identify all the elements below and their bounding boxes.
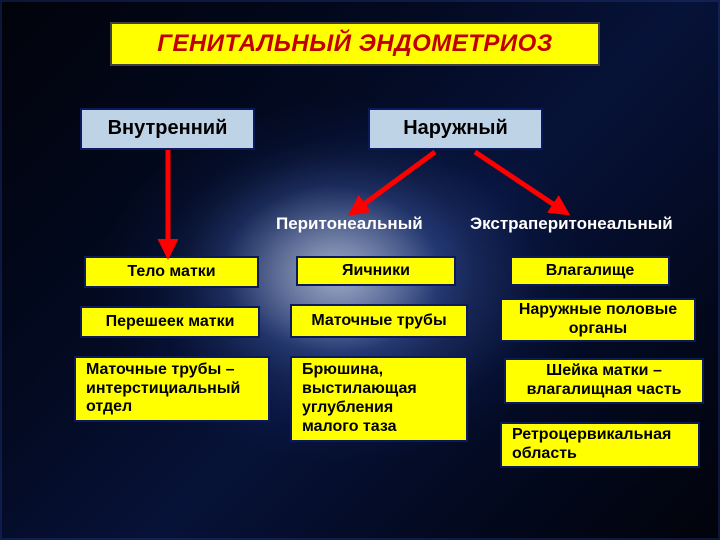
item-label: Шейка матки – влагалищная часть [527, 362, 682, 400]
item-label: Перешеек матки [106, 313, 235, 332]
item-label: Влагалище [546, 262, 635, 281]
item-matochnye-truby: Маточные трубы [290, 304, 468, 338]
item-label: Наружные половые органы [519, 301, 677, 339]
item-naruzhnye-polovye: Наружные половые органы [500, 298, 696, 342]
category-external-label: Наружный [403, 117, 508, 141]
item-label: Маточные трубы – интерстициальный отдел [86, 361, 240, 418]
item-label: Тело матки [127, 263, 215, 282]
item-retrotservikalnaya: Ретроцервикальная область [500, 422, 700, 468]
item-truby-interstitsialny: Маточные трубы – интерстициальный отдел [74, 356, 270, 422]
subheader-peritoneal: Перитонеальный [276, 214, 423, 234]
category-external: Наружный [368, 108, 543, 150]
item-sheika-matki: Шейка матки – влагалищная часть [504, 358, 704, 404]
item-label: Брюшина, выстилающая углубления малого т… [302, 361, 417, 437]
item-vlagalishche: Влагалище [510, 256, 670, 286]
item-bryushina: Брюшина, выстилающая углубления малого т… [290, 356, 468, 442]
item-label: Ретроцервикальная область [512, 426, 671, 464]
diagram-stage: ГЕНИТАЛЬНЫЙ ЭНДОМЕТРИОЗ Внутренний Наруж… [0, 0, 720, 540]
arrow-external-to-peritoneal [356, 152, 435, 210]
diagram-title-text: ГЕНИТАЛЬНЫЙ ЭНДОМЕТРИОЗ [157, 30, 553, 58]
item-telo-matki: Тело матки [84, 256, 259, 288]
item-label: Яичники [342, 262, 410, 281]
subheader-extraperitoneal: Экстраперитонеальный [470, 214, 673, 234]
category-internal-label: Внутренний [108, 117, 228, 141]
diagram-title: ГЕНИТАЛЬНЫЙ ЭНДОМЕТРИОЗ [110, 22, 600, 66]
item-yaichniki: Яичники [296, 256, 456, 286]
category-internal: Внутренний [80, 108, 255, 150]
item-label: Маточные трубы [311, 312, 446, 331]
arrow-external-to-extraperitoneal [475, 152, 562, 210]
item-peresheek-matki: Перешеек матки [80, 306, 260, 338]
